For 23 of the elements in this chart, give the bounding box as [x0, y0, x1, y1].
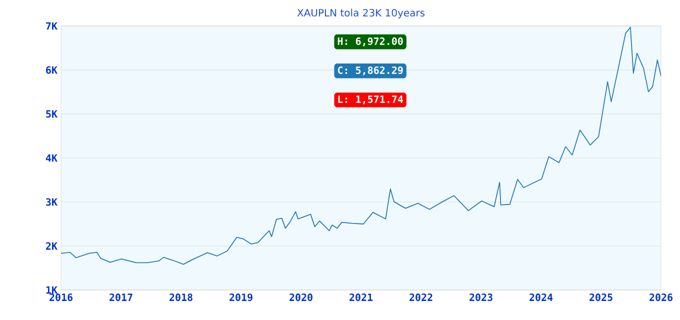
- annotation: C: 5,862.29: [338, 66, 403, 76]
- x-tick-label: 2018: [170, 294, 192, 302]
- x-tick-label: 2020: [290, 294, 312, 302]
- y-tick-label: 7K: [46, 22, 58, 30]
- x-tick-label: 2016: [50, 294, 73, 302]
- x-tick-label: 2021: [350, 294, 373, 302]
- x-tick-label: 2017: [110, 294, 132, 302]
- y-tick-label: 1K: [46, 286, 58, 294]
- x-tick-label: 2022: [410, 294, 432, 302]
- x-tick-label: 2024: [530, 294, 553, 302]
- y-tick-label: 2K: [46, 242, 58, 250]
- x-tick-label: 2023: [470, 294, 492, 302]
- chart-title: XAUPLN tola 23K 10years: [297, 8, 425, 18]
- x-tick-label: 2025: [590, 294, 612, 302]
- y-tick-label: 6K: [46, 66, 58, 74]
- x-tick-label: 2026: [650, 294, 673, 302]
- y-tick-label: 5K: [46, 110, 58, 118]
- line-series: [61, 26, 661, 265]
- x-tick-label: 2019: [230, 294, 252, 302]
- y-tick-label: 3K: [46, 198, 58, 206]
- y-tick-label: 4K: [46, 154, 58, 162]
- annotation: L: 1,571.74: [338, 96, 403, 104]
- annotation: H: 6,972.00: [338, 37, 403, 46]
